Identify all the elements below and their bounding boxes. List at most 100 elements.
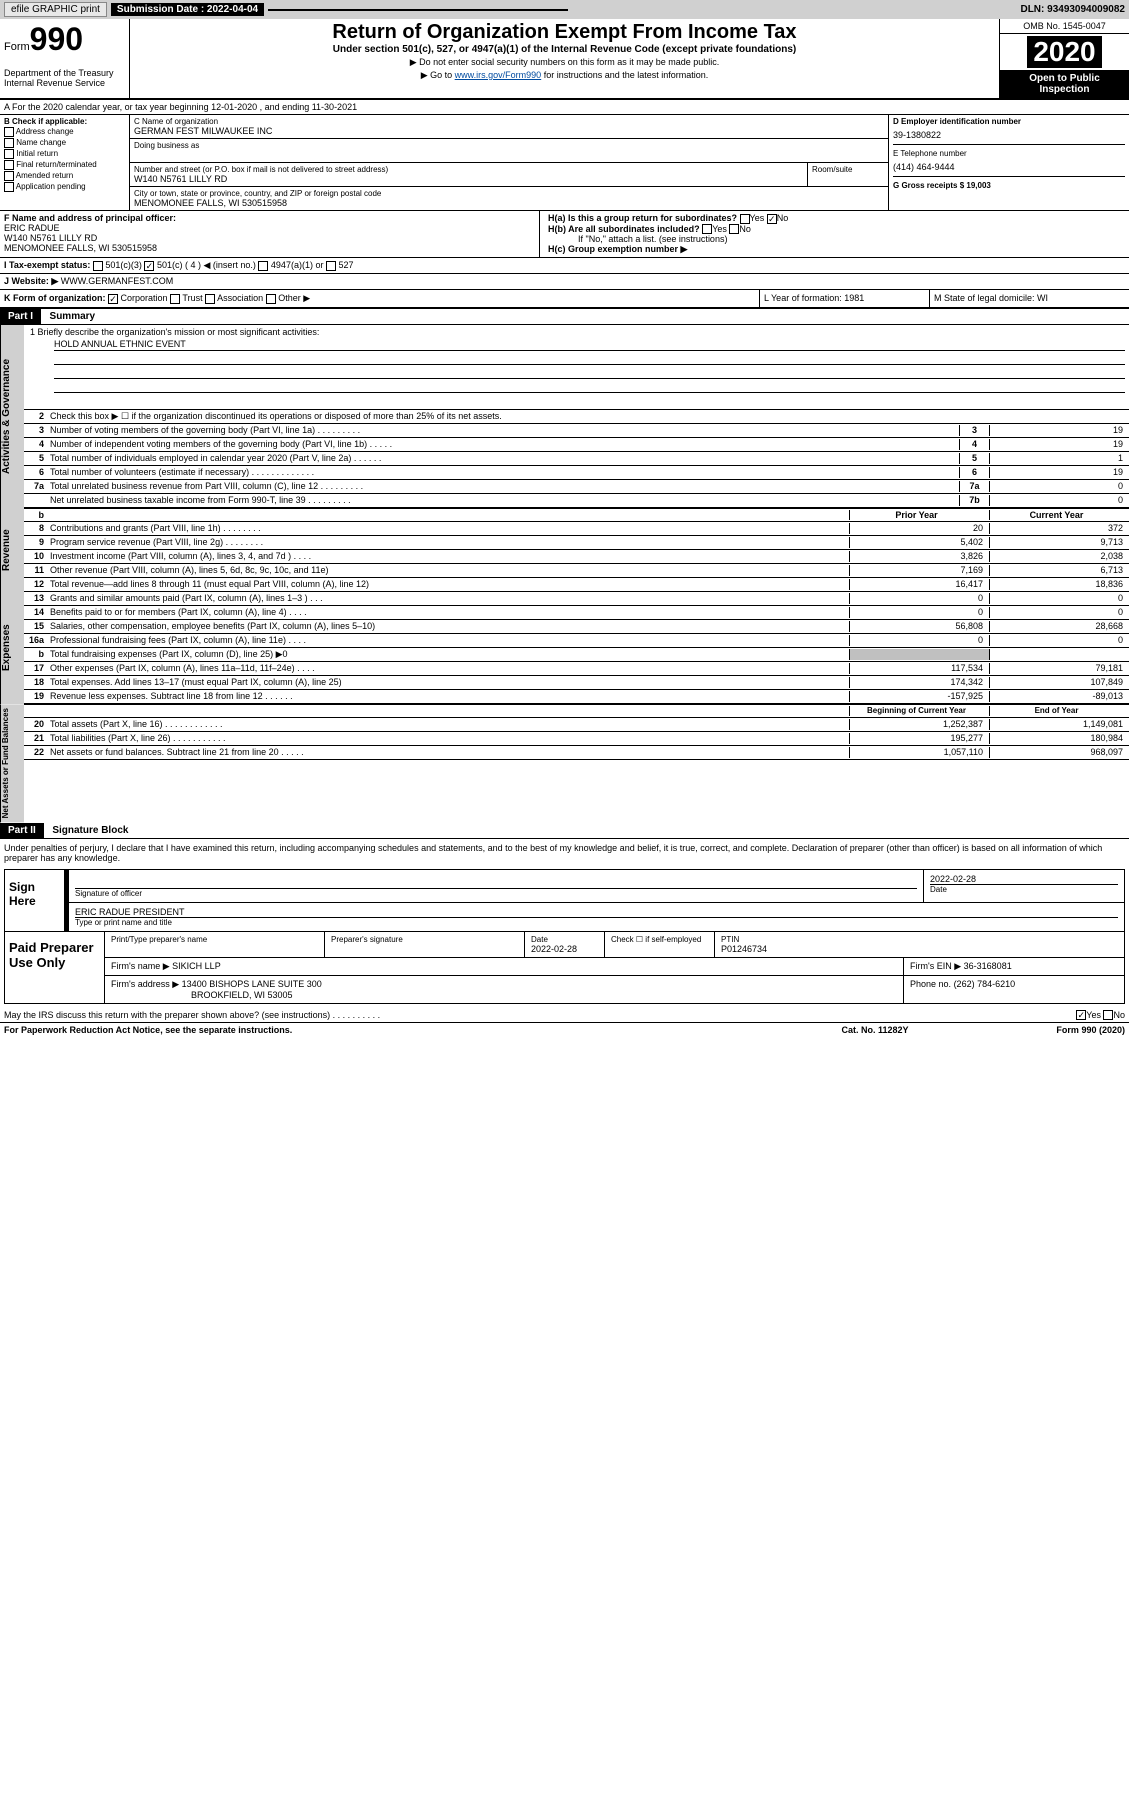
summary-line: 18Total expenses. Add lines 13–17 (must … — [24, 676, 1129, 690]
firm-addr2: BROOKFIELD, WI 53005 — [111, 990, 293, 1000]
summary-line: 22Net assets or fund balances. Subtract … — [24, 746, 1129, 760]
summary-line: 21Total liabilities (Part X, line 26) . … — [24, 732, 1129, 746]
line-a: A For the 2020 calendar year, or tax yea… — [0, 100, 1129, 115]
efile-print-button[interactable]: efile GRAPHIC print — [4, 2, 107, 17]
officer-addr2: MENOMONEE FALLS, WI 530515958 — [4, 243, 535, 253]
org-name-label: C Name of organization — [134, 117, 884, 126]
firm-name-label: Firm's name ▶ — [111, 961, 170, 971]
paperwork-notice: For Paperwork Reduction Act Notice, see … — [4, 1025, 775, 1035]
phone-label: E Telephone number — [893, 149, 1125, 158]
part1-header-row: Part I Summary — [0, 309, 1129, 325]
summary-line: 7aTotal unrelated business revenue from … — [24, 480, 1129, 494]
form-number: Form990 — [4, 21, 125, 58]
sign-here-label: Sign Here — [5, 870, 65, 931]
note2-pre: ▶ Go to — [421, 70, 455, 80]
summary-line: 15Salaries, other compensation, employee… — [24, 620, 1129, 634]
hb-no[interactable]: No — [739, 224, 751, 234]
col-b-header: B Check if applicable: — [4, 117, 125, 126]
ein-label: D Employer identification number — [893, 117, 1125, 126]
prep-date-label: Date — [531, 935, 598, 944]
tax-year: 2020 — [1027, 36, 1101, 68]
street-value: W140 N5761 LILLY RD — [134, 174, 803, 184]
summary-line: 4Number of independent voting members of… — [24, 438, 1129, 452]
submission-date-label: Submission Date : 2022-04-04 — [111, 3, 264, 16]
form-header: Form990 Department of the Treasury Inter… — [0, 19, 1129, 100]
cat-no: Cat. No. 11282Y — [775, 1025, 975, 1035]
part2-header-row: Part II Signature Block — [0, 823, 1129, 839]
mission-block: 1 Briefly describe the organization's mi… — [24, 325, 1129, 410]
cb-trust[interactable] — [170, 294, 180, 304]
note2-post: for instructions and the latest informat… — [541, 70, 708, 80]
cb-amended-return[interactable]: Amended return — [4, 171, 125, 181]
ptin-value: P01246734 — [721, 944, 1118, 954]
cb-assoc[interactable] — [205, 294, 215, 304]
dept-label: Department of the Treasury Internal Reve… — [4, 68, 125, 88]
hb-note: If "No," attach a list. (see instruction… — [548, 234, 1121, 244]
firm-addr1: 13400 BISHOPS LANE SUITE 300 — [182, 979, 322, 989]
inspection-label: Open to Public Inspection — [1000, 70, 1129, 98]
note-link: ▶ Go to www.irs.gov/Form990 for instruct… — [136, 70, 993, 81]
cb-initial-return[interactable]: Initial return — [4, 149, 125, 159]
cb-address-change[interactable]: Address change — [4, 127, 125, 137]
omb-number: OMB No. 1545-0047 — [1000, 19, 1129, 34]
ein-value: 39-1380822 — [893, 126, 1125, 140]
part1-title: Summary — [44, 309, 102, 324]
summary-line: Net unrelated business taxable income fr… — [24, 494, 1129, 508]
sig-name: ERIC RADUE PRESIDENT — [75, 907, 1118, 918]
netassets-section: Net Assets or Fund Balances Beginning of… — [0, 704, 1129, 822]
website-row: J Website: ▶ WWW.GERMANFEST.COM — [0, 274, 1129, 290]
cb-corp[interactable]: ✓ — [108, 294, 118, 304]
summary-line: 20Total assets (Part X, line 16) . . . .… — [24, 718, 1129, 732]
firm-phone-label: Phone no. — [910, 979, 951, 989]
paid-preparer-label: Paid Preparer Use Only — [5, 932, 105, 1003]
revenue-section: Revenue b Prior Year Current Year 8Contr… — [0, 508, 1129, 592]
officer-label: F Name and address of principal officer: — [4, 213, 176, 223]
cb-501c3[interactable] — [93, 261, 103, 271]
irs-link[interactable]: www.irs.gov/Form990 — [455, 70, 542, 80]
firm-ein: 36-3168081 — [964, 961, 1012, 971]
sig-name-label: Type or print name and title — [75, 918, 1118, 927]
ha-yes[interactable]: Yes — [750, 213, 765, 223]
part1-badge: Part I — [0, 309, 41, 324]
hb-yes[interactable]: Yes — [712, 224, 727, 234]
self-employed-label[interactable]: Check ☐ if self-employed — [611, 935, 708, 944]
col-d-right: D Employer identification number 39-1380… — [889, 115, 1129, 210]
tax-status-row: I Tax-exempt status: 501(c)(3) ✓ 501(c) … — [0, 258, 1129, 274]
cb-527[interactable] — [326, 261, 336, 271]
cb-501c[interactable]: ✓ — [144, 261, 154, 271]
summary-line: 12Total revenue—add lines 8 through 11 (… — [24, 578, 1129, 592]
ha-no[interactable]: No — [777, 213, 789, 223]
summary-line: 11Other revenue (Part VIII, column (A), … — [24, 564, 1129, 578]
summary-line: bTotal fundraising expenses (Part IX, co… — [24, 648, 1129, 662]
mission-text: HOLD ANNUAL ETHNIC EVENT — [54, 339, 1125, 351]
officer-group-row: F Name and address of principal officer:… — [0, 211, 1129, 258]
cb-final-return[interactable]: Final return/terminated — [4, 160, 125, 170]
cb-name-change[interactable]: Name change — [4, 138, 125, 148]
discuss-no-cb[interactable] — [1103, 1010, 1113, 1020]
discuss-question: May the IRS discuss this return with the… — [4, 1010, 965, 1021]
officer-addr1: W140 N5761 LILLY RD — [4, 233, 535, 243]
sig-officer-label: Signature of officer — [75, 888, 917, 898]
line-2: 2Check this box ▶ ☐ if the organization … — [24, 410, 1129, 424]
form-footer: Form 990 (2020) — [975, 1025, 1125, 1035]
part2-title: Signature Block — [46, 823, 134, 838]
summary-line: 17Other expenses (Part IX, column (A), l… — [24, 662, 1129, 676]
prior-current-header: b Prior Year Current Year — [24, 508, 1129, 522]
cb-4947[interactable] — [258, 261, 268, 271]
year-formation: L Year of formation: 1981 — [759, 290, 929, 307]
cb-other[interactable] — [266, 294, 276, 304]
summary-line: 8Contributions and grants (Part VIII, li… — [24, 522, 1129, 536]
gross-receipts: G Gross receipts $ 19,003 — [893, 181, 1125, 190]
sig-date: 2022-02-28 — [930, 874, 1118, 884]
prep-name-label: Print/Type preparer's name — [111, 935, 318, 944]
discuss-yes-cb[interactable]: ✓ — [1076, 1010, 1086, 1020]
top-toolbar: efile GRAPHIC print Submission Date : 20… — [0, 0, 1129, 19]
state-domicile: M State of legal domicile: WI — [929, 290, 1129, 307]
discuss-no: No — [1113, 1010, 1125, 1020]
cb-application-pending[interactable]: Application pending — [4, 182, 125, 192]
street-label: Number and street (or P.O. box if mail i… — [134, 165, 803, 174]
summary-line: 13Grants and similar amounts paid (Part … — [24, 592, 1129, 606]
summary-line: 3Number of voting members of the governi… — [24, 424, 1129, 438]
col-b-checkboxes: B Check if applicable: Address change Na… — [0, 115, 130, 210]
net-header: Beginning of Current Year End of Year — [24, 704, 1129, 718]
